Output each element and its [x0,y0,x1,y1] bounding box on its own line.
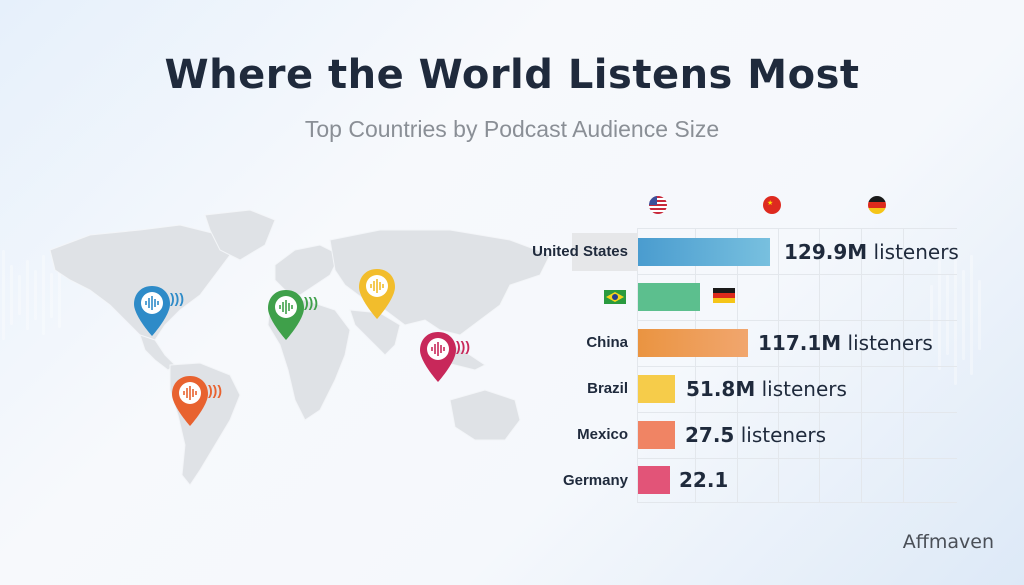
podcast-wave-icon [431,342,445,356]
us-flag-icon [649,196,667,214]
bar-china[interactable] [638,329,748,357]
soundwave-icon: ))) [208,382,222,398]
germany-flag-icon [713,288,735,303]
germany-flag-icon [868,196,886,214]
world-map [49,209,551,486]
bar-mexico[interactable] [638,421,675,449]
bar-value-brazil: 51.8M listeners [686,377,847,401]
svg-text:★: ★ [767,199,773,207]
soundwave-icon: ))) [304,294,318,310]
bar-chart-grid [637,228,957,503]
bar-label-china: China [586,334,628,351]
bar-label-germany: Germany [562,472,628,489]
soundwave-icon: ))) [170,290,184,306]
bar-label-mexico: Mexico [577,426,628,443]
soundwave-icon: ))) [456,338,470,354]
decorative-soundwave-left [2,240,61,350]
page-title: Where the World Listens Most [164,52,860,98]
china-flag-icon: ★ [763,196,781,214]
map-pin-united-states[interactable] [132,284,172,338]
bar-value-mexico: 27.5 listeners [685,423,827,447]
page-subtitle: Top Countries by Podcast Audience Size [304,116,720,142]
podcast-wave-icon [279,300,293,314]
bar-brazil[interactable] [638,375,675,403]
decorative-soundwave-right [930,230,981,400]
bar-value-germany: 22.1 [679,468,729,492]
bar-label-brazil: Brazil [587,380,628,397]
bar-united-states[interactable] [638,238,770,266]
bar-value-united-states: 129.9M listeners [784,240,959,264]
map-pin-brazil[interactable] [170,374,210,428]
bar-germany[interactable] [638,466,670,494]
podcast-wave-icon [183,386,197,400]
brazil-flag-icon [604,290,626,304]
map-pin-europe[interactable] [266,288,306,342]
us-label-highlight [572,233,638,271]
map-pin-southeast-asia[interactable] [418,330,458,384]
map-pin-russia[interactable] [357,267,397,321]
bar-unlabeled[interactable] [638,283,700,311]
bar-label-united-states: United States [532,243,628,260]
bar-value-china: 117.1M listeners [758,331,933,355]
podcast-wave-icon [370,279,384,293]
brand-logo-text: Affmaven [902,531,994,553]
podcast-wave-icon [145,296,159,310]
